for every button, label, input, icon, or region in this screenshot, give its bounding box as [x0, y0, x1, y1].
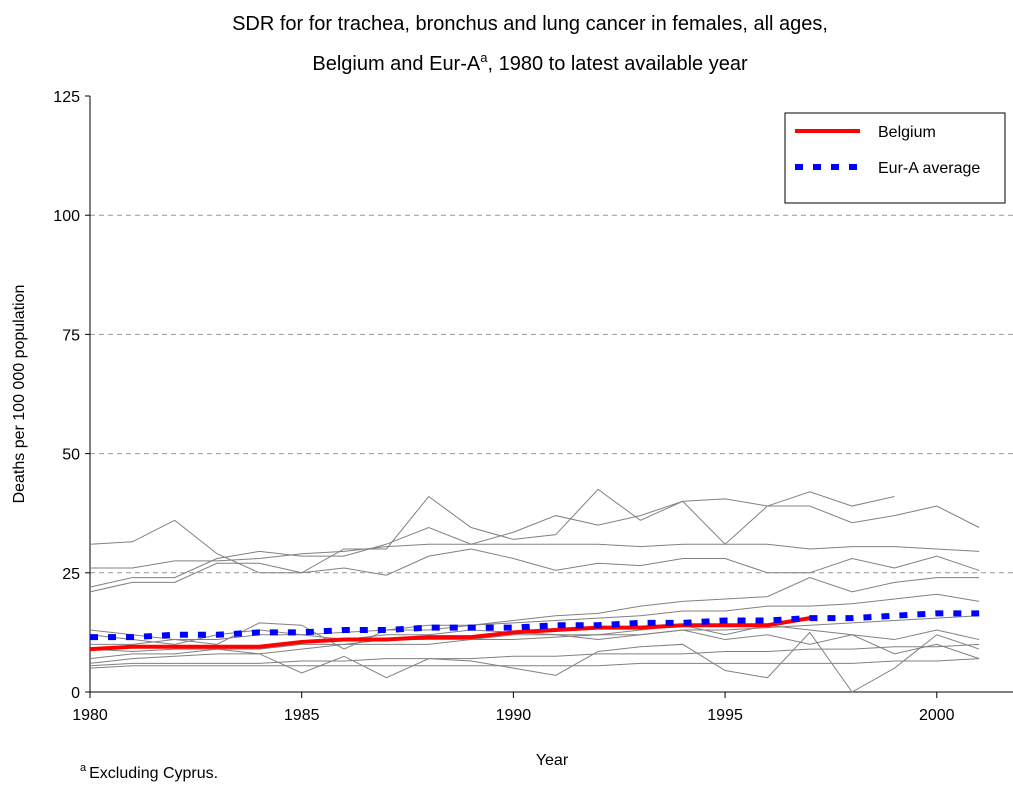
- y-tick-label: 100: [53, 208, 80, 225]
- country-line: [90, 543, 980, 569]
- y-tick-label: 25: [62, 566, 80, 583]
- y-tick-label: 50: [62, 447, 80, 464]
- chart-title-line2: Belgium and Eur-Aa, 1980 to latest avail…: [312, 50, 748, 75]
- x-tick-label: 1995: [707, 707, 743, 724]
- footnote: a Excluding Cyprus.: [80, 762, 218, 782]
- legend-box: [784, 112, 1006, 204]
- y-tick-label: 75: [62, 327, 80, 344]
- country-line: [89, 631, 980, 693]
- title-part: Belgium and Eur-A: [312, 53, 481, 75]
- title-superscript: a: [480, 50, 488, 65]
- y-tick-label: 0: [71, 685, 80, 702]
- x-tick-label: 2000: [919, 707, 955, 724]
- chart-title: SDR for for trachea, bronchus and lung c…: [232, 13, 828, 35]
- country-line: [89, 629, 980, 660]
- legend-label: Belgium: [878, 124, 936, 141]
- country-line: [89, 500, 980, 588]
- country-line: [89, 615, 980, 655]
- country-line: [89, 548, 980, 593]
- country-line: [89, 658, 980, 669]
- country-line: [89, 488, 895, 574]
- x-tick-label: 1980: [72, 707, 108, 724]
- footnote-text: Excluding Cyprus.: [89, 765, 218, 782]
- legend-label: Eur-A average: [878, 160, 980, 177]
- y-axis-label: Deaths per 100 000 population: [11, 285, 28, 504]
- y-tick-label: 125: [53, 89, 80, 106]
- x-tick-label: 1990: [496, 707, 532, 724]
- country-line: [90, 593, 980, 645]
- title-part: , 1980 to latest available year: [487, 53, 748, 75]
- x-axis-label: Year: [536, 752, 569, 769]
- x-tick-label: 1985: [284, 707, 320, 724]
- series-line: [90, 610, 980, 641]
- country-line: [89, 643, 980, 667]
- footnote-marker: a: [80, 762, 87, 774]
